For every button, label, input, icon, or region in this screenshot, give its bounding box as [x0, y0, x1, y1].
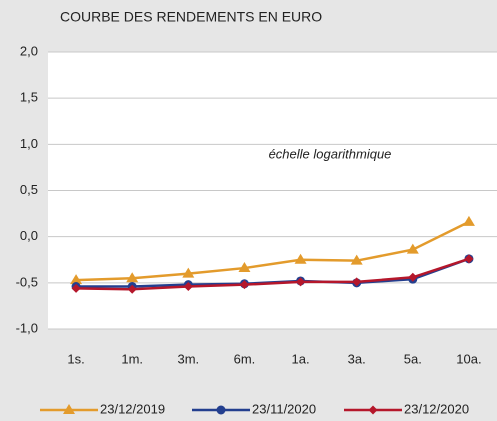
- y-tick-label: 1,5: [20, 90, 38, 105]
- marker: [464, 254, 474, 264]
- marker: [352, 277, 362, 287]
- marker: [368, 405, 378, 415]
- marker: [408, 272, 418, 282]
- x-tick-label: 1a.: [292, 351, 310, 366]
- marker: [238, 262, 251, 273]
- y-tick-label: -0,5: [16, 274, 38, 289]
- marker: [350, 254, 363, 265]
- x-tick-label: 3a.: [348, 351, 366, 366]
- series-line: [76, 220, 470, 282]
- series-line: [76, 257, 470, 291]
- legend-label: 23/11/2020: [252, 401, 316, 416]
- marker: [70, 274, 83, 285]
- marker: [71, 283, 81, 293]
- x-tick-label: 1m.: [121, 351, 143, 366]
- marker: [294, 253, 307, 264]
- legend-label: 23/12/2019: [100, 401, 165, 416]
- marker: [239, 280, 249, 290]
- chart-title: COURBE DES RENDEMENTS EN EURO: [60, 9, 322, 25]
- marker: [126, 272, 139, 283]
- y-tick-label: 2,0: [20, 43, 38, 58]
- x-tick-label: 10a.: [456, 351, 481, 366]
- x-tick-label: 5a.: [404, 351, 422, 366]
- annotation: échelle logarithmique: [269, 146, 392, 161]
- legend-label: 23/12/2020: [404, 401, 469, 416]
- marker: [182, 267, 195, 278]
- x-tick-label: 6m.: [234, 351, 256, 366]
- marker: [63, 404, 75, 414]
- y-tick-label: 1,0: [20, 136, 38, 151]
- marker: [462, 215, 475, 226]
- x-tick-label: 3m.: [177, 351, 199, 366]
- marker: [183, 282, 193, 292]
- marker: [216, 405, 226, 415]
- marker: [296, 277, 306, 287]
- y-tick-label: 0,0: [20, 228, 38, 243]
- marker: [127, 284, 137, 294]
- y-tick-label: 0,5: [20, 182, 38, 197]
- y-tick-label: -1,0: [16, 320, 38, 335]
- marker: [406, 243, 419, 254]
- x-tick-label: 1s.: [67, 351, 84, 366]
